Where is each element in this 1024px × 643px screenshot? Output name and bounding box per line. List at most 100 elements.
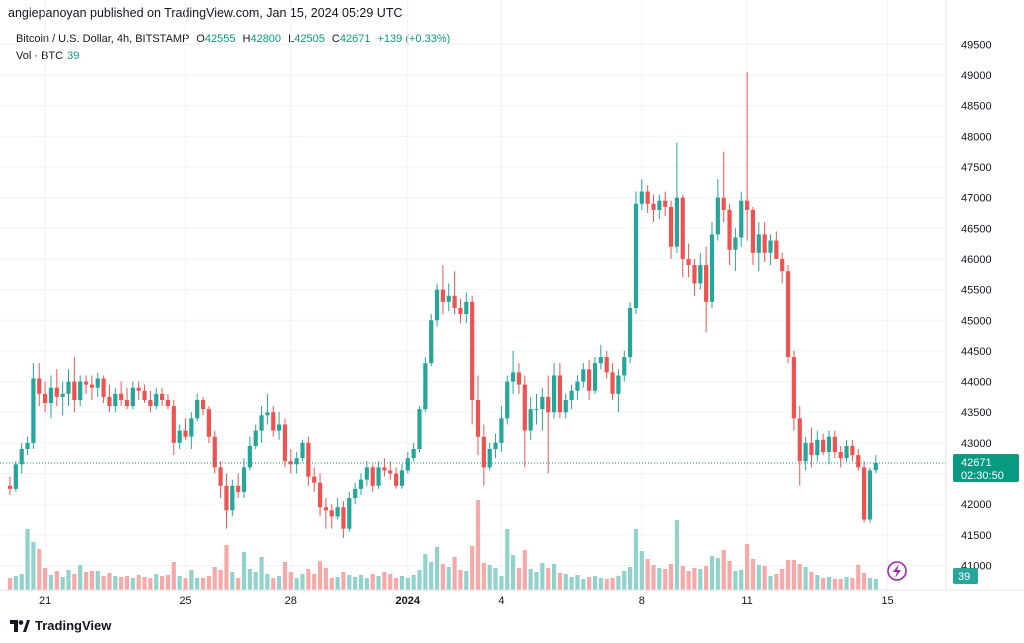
candle-body [791,357,796,419]
candle [364,461,369,486]
candle [101,375,106,404]
candle [206,406,211,443]
candle-body [236,485,241,492]
candle [171,399,176,456]
candle-body [429,320,434,364]
price-tick-label: 45000 [961,315,992,327]
volume-bar [481,563,486,590]
candle [458,298,463,324]
candle [604,350,609,379]
candle [329,504,334,529]
candle-body [698,265,703,284]
candle [563,393,568,419]
volume-bar [300,574,305,590]
candle [230,479,235,517]
candle-body [464,301,469,315]
candle-body [364,467,369,480]
volume-bar [651,565,656,590]
candle-body [856,455,861,468]
candle-body [481,436,486,468]
candle-body [394,473,399,486]
candle [481,424,486,486]
candle [370,464,375,492]
volume-bar [487,565,492,590]
candle [668,200,674,259]
candle [259,406,264,443]
volume-bar [803,567,808,590]
open-value: 42555 [204,33,236,45]
volume-bar [668,564,674,590]
candle-body [78,381,83,400]
candle-body [575,381,580,391]
volume-bar [598,578,603,590]
time-tick-label: 2024 [396,595,421,607]
candle [113,387,118,413]
volume-bar [446,567,451,590]
price-tick-label: 49500 [961,39,992,51]
volume-bar [440,564,445,590]
candle [446,283,451,312]
volume-label[interactable]: Vol · BTC [16,50,64,62]
volume-bar [633,529,639,590]
volume-bar [89,571,94,590]
time-tick-label: 15 [881,595,893,607]
volume-bar [616,576,621,590]
candle-body [218,467,223,486]
candle-body [592,363,598,391]
candle-body [171,406,176,443]
candle [452,271,457,315]
volume-bar [382,572,387,590]
volume-bar [335,577,340,590]
symbol-title[interactable]: Bitcoin / U.S. Dollar, 4h, BITSTAMP [16,33,190,45]
candle-body [200,399,206,410]
candle-body [382,467,387,471]
volume-bar [856,565,861,590]
volume-bar [218,570,223,590]
volume-bar [657,568,662,590]
flash-icon[interactable] [887,561,907,581]
candle-body [142,390,147,400]
volume-bar [721,550,726,590]
candle [873,455,878,474]
candle [130,381,135,410]
candle-body [13,464,18,489]
candle-body [206,409,211,437]
candle [66,369,71,407]
candle [83,375,89,394]
price-tick-label: 41500 [961,530,992,542]
candle-body [288,461,293,465]
volume-bar [470,546,475,590]
candle-body [411,449,416,459]
candle-body [756,234,761,253]
volume-bar [200,578,206,590]
candle-body [499,418,504,443]
candle [160,387,165,407]
volume-bar [587,577,592,590]
candle-body [66,381,71,394]
candle [809,427,814,468]
candle [487,442,492,471]
candle-body [704,265,709,302]
candle [317,473,323,517]
high-label: H [242,33,251,45]
candle-body [639,191,644,204]
symbol-legend: Bitcoin / U.S. Dollar, 4h, BITSTAMP O425… [16,33,450,45]
volume-bar [639,551,644,590]
volume-bar [101,576,106,590]
volume-bar [557,573,562,590]
volume-bar [25,529,30,590]
candle-body [89,384,94,388]
candle [768,234,773,266]
candle [815,430,820,462]
candle [358,473,364,495]
candle [592,357,598,394]
candle-body [797,418,802,462]
tradingview-logo[interactable]: TradingView [10,618,111,633]
candle [78,375,83,407]
candle-body [7,485,13,489]
candle-body [832,436,837,453]
candle [429,314,434,367]
volume-bar [124,576,130,590]
volume-bar [534,572,539,590]
